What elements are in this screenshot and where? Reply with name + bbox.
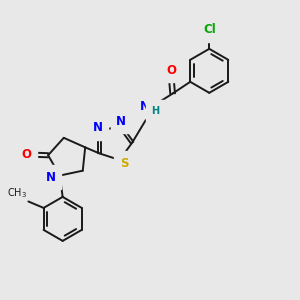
- Text: O: O: [166, 64, 176, 76]
- Text: O: O: [22, 148, 32, 161]
- Text: N: N: [46, 170, 56, 184]
- Text: S: S: [120, 157, 128, 170]
- Text: N: N: [140, 100, 150, 113]
- Text: N: N: [92, 122, 103, 134]
- Text: N: N: [116, 115, 126, 128]
- Text: H: H: [152, 106, 160, 116]
- Text: Cl: Cl: [203, 23, 216, 36]
- Text: CH$_3$: CH$_3$: [7, 187, 27, 200]
